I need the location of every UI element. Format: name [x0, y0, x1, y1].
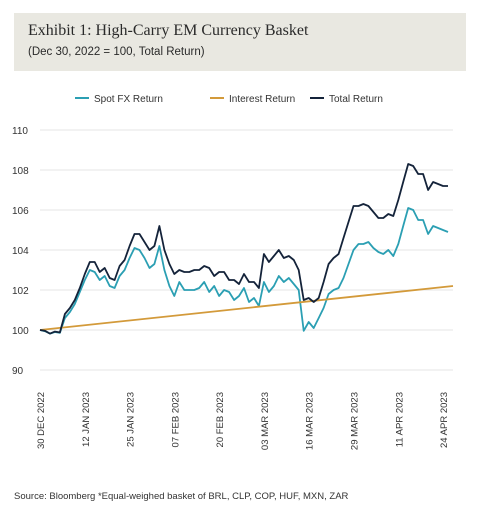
chart-subtitle: (Dec 30, 2022 = 100, Total Return)	[28, 46, 205, 58]
y-tick-label: 90	[12, 366, 24, 377]
x-tick-label: 25 JAN 2023	[126, 392, 137, 447]
y-tick-label: 108	[12, 166, 29, 177]
y-tick-label: 110	[12, 126, 28, 137]
x-tick-label: 07 FEB 2023	[170, 392, 181, 447]
y-tick-label: 106	[12, 206, 29, 217]
source-note: Source: Bloomberg *Equal-weighed basket …	[14, 491, 349, 502]
x-tick-label: 16 MAR 2023	[305, 392, 316, 450]
y-tick-label: 100	[12, 326, 29, 337]
x-tick-label: 12 JAN 2023	[81, 392, 92, 447]
legend-label: Spot FX Return	[94, 94, 163, 105]
line-chart: 90 100 102 104 106 108 110 30 DEC 2022 12 JAN 20…	[12, 94, 454, 450]
x-tick-label: 03 MAR 2023	[260, 392, 271, 450]
chart-header: Exhibit 1: High-Carry EM Currency Basket…	[14, 13, 466, 71]
x-tick-label: 30 DEC 2022	[36, 392, 47, 449]
y-tick-label: 102	[12, 286, 29, 297]
x-tick-label: 29 MAR 2023	[349, 392, 360, 450]
x-tick-label: 11 APR 2023	[394, 392, 405, 447]
series-line-interest-return	[39, 285, 454, 331]
legend-label: Total Return	[329, 94, 383, 105]
series-line-spot-fx-return	[39, 207, 449, 335]
legend-label: Interest Return	[229, 94, 295, 105]
y-tick-label: 104	[12, 246, 29, 257]
x-tick-label: 20 FEB 2023	[215, 392, 226, 447]
series-line-total-return	[39, 163, 448, 335]
x-tick-label: 24 APR 2023	[439, 392, 450, 448]
chart-title: Exhibit 1: High-Carry EM Currency Basket	[28, 22, 309, 39]
